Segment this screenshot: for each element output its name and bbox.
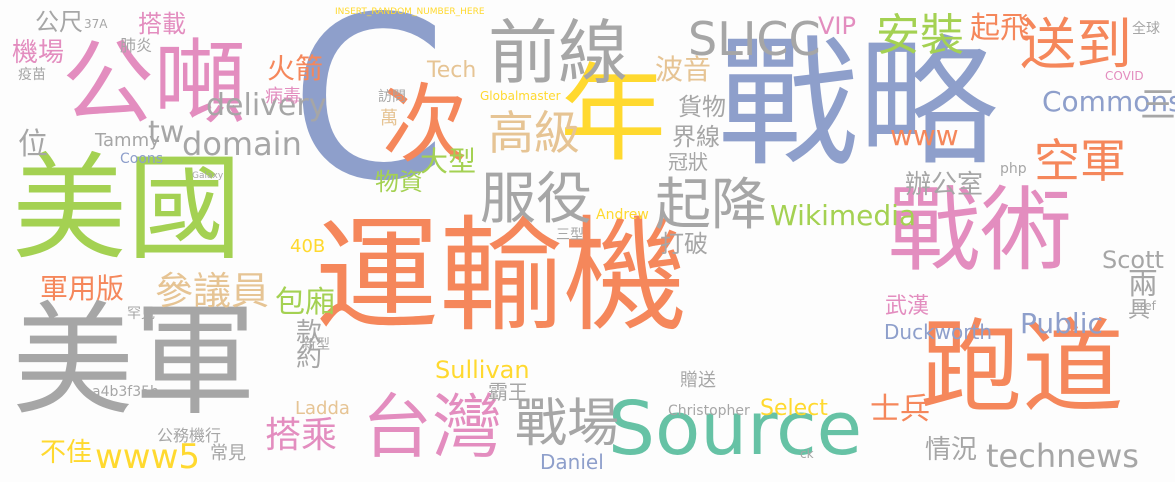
word-kongjun: 空軍 xyxy=(1034,134,1126,188)
word-insert: INSERT_RANDOM_NUMBER_HERE xyxy=(335,7,485,17)
word-qingkuang: 情況 xyxy=(925,435,978,465)
word-coons: Coons xyxy=(120,151,164,167)
word-gongdun: 公噸 xyxy=(62,30,247,137)
word-boyin: 波音 xyxy=(655,53,712,86)
word-canyiyuan: 參議員 xyxy=(155,269,270,313)
word-galaxy: Galaxy xyxy=(192,171,224,181)
word-fuyi: 服役 xyxy=(480,167,592,232)
word-christopher: Christopher xyxy=(668,403,750,419)
word-37a: 37A xyxy=(84,17,108,31)
word-jiexian: 界線 xyxy=(672,123,720,151)
word-href: href xyxy=(1132,299,1156,313)
word-baoxiang: 包廂 xyxy=(275,285,335,320)
word-tech: Tech xyxy=(427,58,477,83)
word-duckworth: Duckworth xyxy=(884,320,992,344)
word-daniel: Daniel xyxy=(540,450,604,474)
word-sanxing: 三型 xyxy=(556,227,584,243)
word-meijun: 美軍 xyxy=(12,290,256,432)
word-sullivan: Sullivan xyxy=(435,356,530,384)
word-xinxing: 新型 xyxy=(302,337,330,353)
word-nian: 年 xyxy=(560,53,666,176)
word-slicc: SLICC xyxy=(688,12,821,66)
word-qifei: 起飛 xyxy=(970,11,1030,46)
word-liang: 兩 xyxy=(1128,267,1158,302)
word-domain: domain xyxy=(182,125,302,163)
word-ju: 具 xyxy=(1128,298,1151,323)
word-covid: COVID xyxy=(1105,69,1144,83)
word-ladda: Ladda xyxy=(295,398,350,419)
word-technews: technews xyxy=(986,437,1139,475)
word-wuzi: 物資 xyxy=(375,168,423,196)
word-php: php xyxy=(1000,161,1027,177)
word-anzhuang: 安裝 xyxy=(876,10,964,61)
word-daxing: 大型 xyxy=(420,145,477,178)
word-paodao: 跑道 xyxy=(920,309,1124,428)
word-gongchi: 公尺 xyxy=(35,8,83,36)
word-kuan: 款 xyxy=(296,318,323,348)
word-wei: 位 xyxy=(18,127,48,162)
word-songdao: 送到 xyxy=(1020,13,1132,78)
word-tammy: Tammy xyxy=(95,130,160,151)
word-huojian: 火箭 xyxy=(267,52,324,85)
word-gaoji: 高級 xyxy=(488,106,580,160)
word-yimiao: 疫苗 xyxy=(18,67,46,83)
word-ck: ck xyxy=(800,447,814,461)
word-huowu: 貨物 xyxy=(678,93,726,121)
word-globalmaster: Globalmaster xyxy=(480,89,561,103)
word-hanjian: 罕見 xyxy=(127,306,155,322)
word-bawang: 霸王 xyxy=(488,380,528,404)
word-ci: 次 xyxy=(382,75,468,175)
word-dapo: 打破 xyxy=(660,230,708,258)
word-select: Select xyxy=(760,396,828,421)
word-commons: Commons xyxy=(1042,85,1175,118)
word-quanqiu: 全球 xyxy=(1132,21,1160,37)
word-junyongban: 軍用版 xyxy=(40,272,125,305)
word-wan: 萬 xyxy=(380,108,398,129)
word-qijiang: 起降 xyxy=(655,173,767,238)
word-taiwan: 台灣 xyxy=(362,386,502,468)
word-fangwen: 訪問 xyxy=(378,89,406,105)
word-c: C xyxy=(290,0,448,231)
word-guanzhuang: 冠狀 xyxy=(668,150,708,174)
word-tw: tw xyxy=(148,115,185,150)
word-zhanchang: 戰場 xyxy=(515,394,620,454)
word-jichang: 機場 xyxy=(12,38,65,68)
word-san: 三 xyxy=(1140,85,1175,126)
word-andrew: Andrew xyxy=(596,207,649,223)
word-bangongshi: 辦公室 xyxy=(905,170,984,200)
word-feiyan: 肺炎 xyxy=(120,36,153,55)
word-zhanshu: 戰術 xyxy=(888,177,1073,284)
word-yue: 約 xyxy=(296,343,323,373)
word-scott: Scott xyxy=(1102,246,1164,274)
word-www: www xyxy=(890,119,959,152)
word-zhanlue: 戰略 xyxy=(718,23,999,186)
word-dazai: 搭載 xyxy=(138,10,186,38)
word-40b: 40B xyxy=(290,236,326,257)
word-bujia: 不佳 xyxy=(40,438,93,468)
word-bingdu: 病毒 xyxy=(265,86,301,107)
word-vip: VIP xyxy=(818,12,856,40)
word-wuhan: 武漢 xyxy=(885,294,930,319)
word-wikimedia: Wikimedia xyxy=(770,199,917,232)
word-yunshuji: 運輸機 xyxy=(315,205,688,349)
word-changjian: 常見 xyxy=(210,443,246,464)
word-a4b3f35b: a4b3f35b xyxy=(92,384,159,400)
word-shibing: 士兵 xyxy=(870,392,930,427)
word-meiguo: 美國 xyxy=(12,142,243,276)
word-dacheng: 搭乘 xyxy=(265,415,338,456)
word-source: Source xyxy=(608,386,863,472)
word-zengsong: 贈送 xyxy=(680,370,716,391)
word-www5: www5 xyxy=(95,437,201,477)
word-public: Public xyxy=(1020,307,1103,340)
word-gongwujixing: 公務機行 xyxy=(157,426,222,445)
word-delivery: delivery xyxy=(206,88,327,123)
word-qianxian: 前線 xyxy=(488,12,628,94)
